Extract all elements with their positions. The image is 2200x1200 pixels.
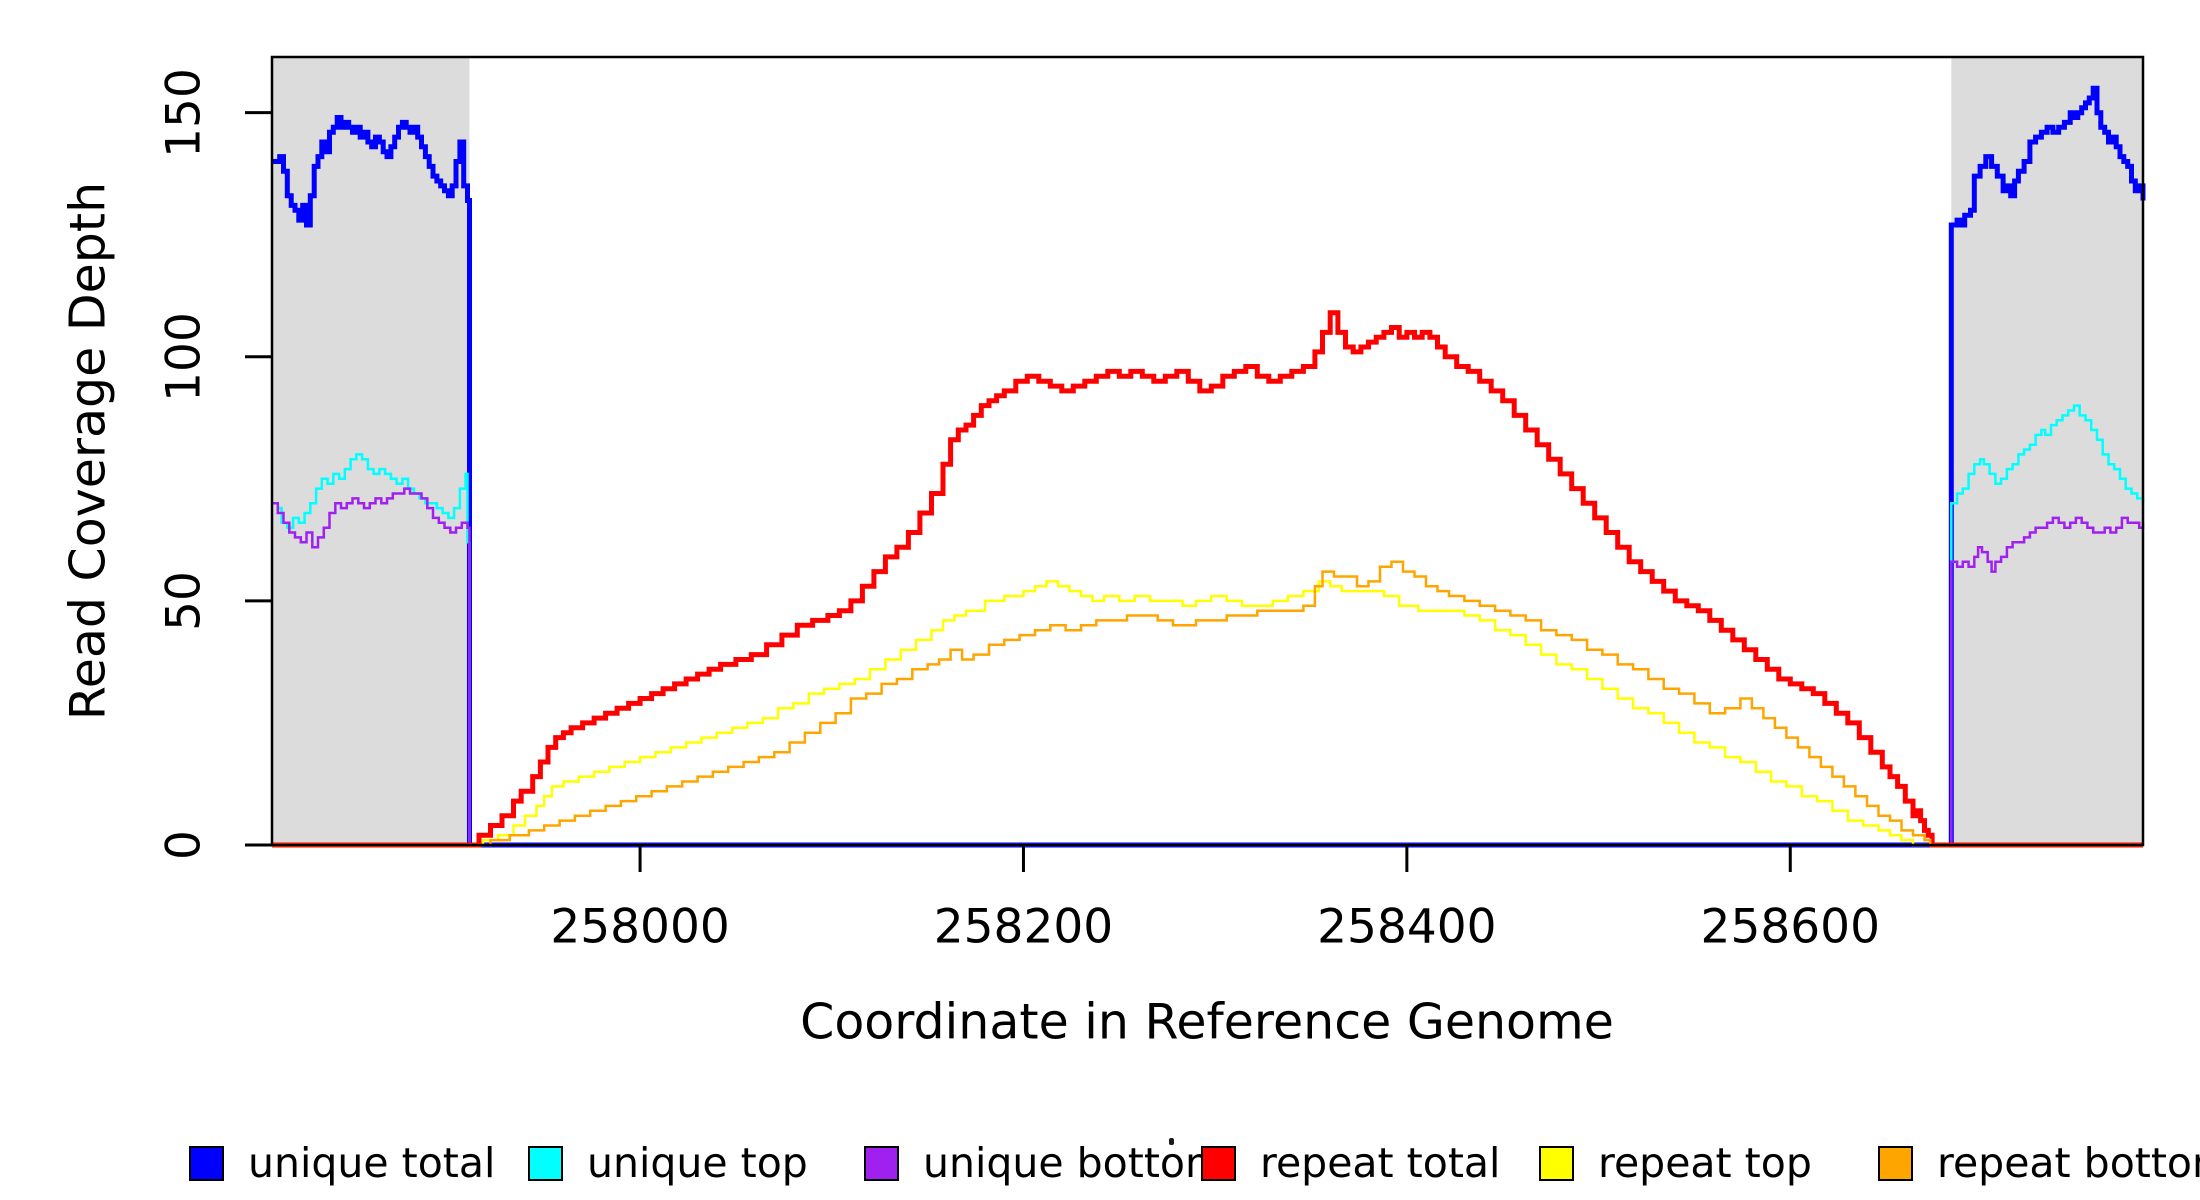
x-tick-label-258600: 258600 (1700, 899, 1880, 955)
legend-label: unique top (587, 1139, 808, 1187)
legend-item-unique-total: unique total (189, 1143, 495, 1184)
legend-item-unique-bottom: unique bottom (864, 1143, 1225, 1184)
y-tick-label-100: 100 (156, 311, 212, 402)
legend-label: repeat bottom (1937, 1139, 2200, 1187)
y-tick-label-0: 0 (156, 830, 212, 860)
y-tick-label-50: 50 (156, 570, 212, 631)
legend-item-unique-top: unique top (528, 1143, 808, 1184)
legend-item-repeat-total: repeat total (1201, 1143, 1500, 1184)
legend-swatch-unique-total-icon (189, 1146, 224, 1181)
legend-label: unique total (248, 1139, 496, 1187)
legend-label: repeat total (1260, 1139, 1501, 1187)
legend-swatch-repeat-bottom-icon (1878, 1146, 1913, 1181)
legend-swatch-unique-bottom-icon (864, 1146, 899, 1181)
legend-swatch-unique-top-icon (528, 1146, 563, 1181)
legend-item-repeat-bottom: repeat bottom (1878, 1143, 2200, 1184)
legend-swatch-repeat-top-icon (1539, 1146, 1574, 1181)
legend-item-repeat-top: repeat top (1539, 1143, 1812, 1184)
x-tick-label-258400: 258400 (1317, 899, 1497, 955)
x-axis-title: Coordinate in Reference Genome (800, 993, 1614, 1051)
legend-label: unique bottom (923, 1139, 1225, 1187)
x-tick-label-258200: 258200 (933, 899, 1114, 955)
legend-swatch-repeat-total-icon (1201, 1146, 1236, 1181)
y-axis-title: Read Coverage Depth (59, 181, 117, 721)
stray-dot (1169, 1138, 1174, 1145)
y-tick-label-150: 150 (156, 67, 212, 158)
x-tick-label-258000: 258000 (550, 899, 730, 955)
legend-label: repeat top (1598, 1139, 1812, 1187)
